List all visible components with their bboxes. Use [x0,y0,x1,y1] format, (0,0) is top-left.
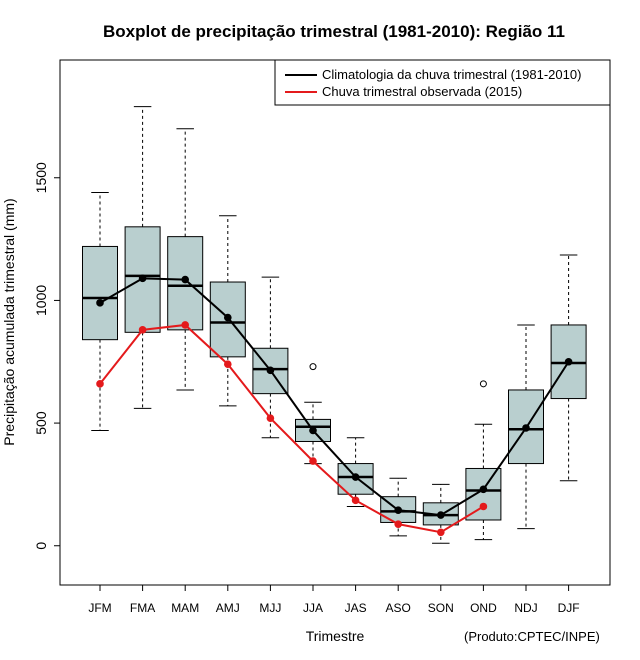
series-point-climatology [138,274,147,283]
legend-label-observed: Chuva trimestral observada (2015) [322,84,522,99]
chart-title: Boxplot de precipitação trimestral (1981… [103,22,565,41]
series-point-climatology [437,511,445,519]
box-FMA [124,106,161,409]
box-OND [465,380,502,541]
series-point-observed-2015 [138,326,147,334]
box-body [465,467,502,521]
series-point-observed-2015 [266,414,275,422]
boxes-layer [82,106,587,544]
box-MAM [167,128,204,391]
credit-label: (Produto:CPTEC/INPE) [464,629,600,644]
x-tick-label: ASO [386,601,411,615]
x-axis-label: Trimestre [306,628,365,644]
legend: Climatologia da chuva trimestral (1981-2… [274,59,611,106]
y-tick-label: 500 [33,411,49,435]
x-tick-label: DJF [558,601,580,615]
y-tick-label: 1500 [33,162,49,193]
x-tick-label: MAM [171,601,199,615]
box-DJF [550,254,587,482]
series-point-observed-2015 [351,496,360,505]
series-point-observed-2015 [181,321,189,329]
x-tick-label: JAS [345,601,367,615]
y-tick-label: 0 [33,542,49,550]
series-point-observed-2015 [224,360,232,369]
series-line-climatology [99,277,570,517]
series-point-observed-2015 [479,502,488,511]
series-point-climatology [266,366,275,375]
series-point-climatology [522,424,530,432]
series-point-climatology [181,275,189,284]
x-tick-label: MJJ [259,601,281,615]
x-tick-label: AMJ [216,601,240,615]
series-line-observed-2015 [99,323,484,534]
series-point-climatology [351,473,360,481]
series-point-climatology [564,357,573,366]
series-point-climatology [309,426,317,435]
x-tick-label: JFM [88,601,111,615]
box-JAS [337,437,374,507]
outlier-point [309,363,317,371]
series-point-observed-2015 [394,520,403,528]
x-tick-label: FMA [130,601,155,615]
series-point-observed-2015 [309,457,317,465]
box-MJJ [252,276,289,439]
x-tick-label: OND [470,601,497,615]
y-tick-label: 1000 [33,285,49,316]
outlier-point [479,380,487,388]
box-JFM [82,191,118,431]
series-point-observed-2015 [437,528,445,537]
axes-layer: 0 500 1000 1500 JFM FMA MAM AMJ MJJ JJA JAS ASO SON O… [33,162,580,615]
legend-label-climatology: Climatologia da chuva trimestral (1981-2… [322,67,581,82]
series-point-climatology [394,506,403,514]
series-point-climatology [224,313,232,322]
series-point-climatology [479,485,488,494]
series-point-observed-2015 [96,380,104,388]
box-body [82,245,118,341]
x-tick-label: SON [428,601,454,615]
y-axis-label: Precipitação acumulada trimestral (mm) [1,198,17,445]
box-AMJ [209,215,246,407]
series-lines-layer [96,274,573,537]
series-point-climatology [96,299,104,307]
x-tick-label: JJA [303,601,323,615]
x-tick-label: NDJ [514,601,537,615]
legend-box [274,59,611,106]
